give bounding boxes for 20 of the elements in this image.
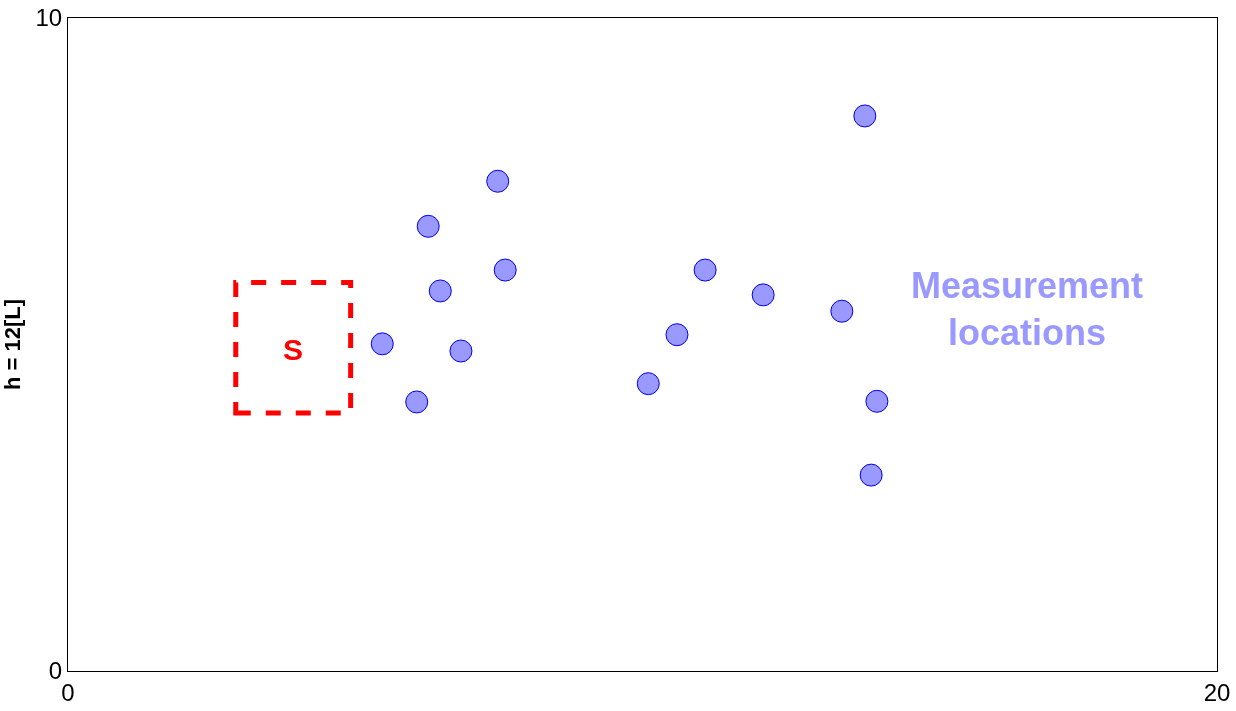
point [636, 372, 660, 396]
series-label: Measurement locations [911, 265, 1144, 353]
y-tick-label: 10 [35, 4, 63, 32]
point [493, 258, 517, 282]
point [428, 279, 452, 303]
point [830, 299, 854, 323]
point [751, 283, 775, 307]
point [665, 323, 689, 347]
point [865, 389, 889, 413]
x-tick-label: 20 [1203, 678, 1231, 706]
point [853, 104, 877, 128]
point [405, 390, 429, 414]
point [416, 214, 440, 238]
point [370, 332, 394, 356]
point [859, 463, 883, 487]
point [693, 258, 717, 282]
point [486, 169, 510, 193]
y-axis-title: h = 12[L] [0, 298, 25, 391]
point [449, 339, 473, 363]
annotation: S [283, 333, 304, 366]
